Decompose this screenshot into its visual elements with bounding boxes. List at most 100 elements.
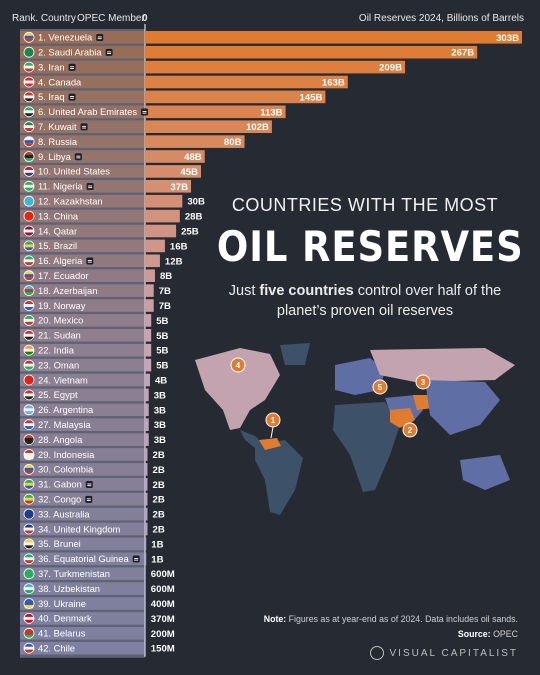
opec-barrel-band: [97, 36, 102, 38]
country-row-bg: [20, 209, 145, 223]
value-label: 1B: [151, 539, 163, 550]
flag-stripe: [24, 602, 34, 605]
value-label: 80B: [224, 137, 242, 148]
value-label: 400M: [151, 599, 175, 610]
flag-stripe: [24, 289, 34, 293]
flag-stripe: [24, 486, 34, 490]
country-label: 37. Turkmenistan: [38, 568, 110, 579]
flag-border: [23, 493, 35, 505]
flag-border: [23, 642, 35, 654]
flag-border: [23, 419, 35, 431]
country-row-bg: [20, 90, 145, 104]
country-row-bg: [20, 329, 145, 342]
title-top: COUNTRIES WITH THE MOST: [231, 195, 499, 215]
country-row-bg: [20, 492, 145, 506]
map-marker-2: 2: [402, 422, 418, 438]
flag-stripe: [24, 352, 34, 356]
value-label: 303B: [496, 33, 519, 44]
svg-text:4: 4: [236, 361, 241, 370]
country-label: 15. Brazil: [38, 240, 77, 251]
flag-stripe: [24, 69, 34, 73]
title-block: COUNTRIES WITH THE MOST OIL RESERVES Jus…: [210, 195, 523, 321]
flag-stripe: [24, 292, 34, 296]
country-label: 19. Norway: [38, 300, 86, 311]
country-row-bg: [20, 224, 145, 238]
country-label: 6. United Arab Emirates: [38, 106, 137, 117]
flag-border: [23, 76, 35, 88]
country-row-bg: [20, 165, 145, 178]
bar-19: [145, 299, 154, 312]
country-row-bg: [20, 537, 145, 551]
flag-border: [23, 165, 35, 177]
bar-26: [145, 403, 149, 417]
opec-barrel-band: [76, 155, 81, 157]
flag-stripe: [24, 274, 34, 278]
country-row-bg: [20, 478, 145, 491]
value-label: 8B: [160, 271, 172, 282]
flag-stripe: [24, 453, 34, 456]
opec-barrel-icon: [141, 108, 149, 116]
flag-stripe: [24, 54, 34, 58]
country-label: 23. Oman: [38, 359, 79, 370]
flag-border: [23, 598, 35, 609]
country-row-bg: [20, 433, 145, 446]
flag-border: [23, 627, 35, 639]
country-row-bg: [20, 403, 145, 417]
country-label: 5. Iraq: [38, 91, 65, 102]
country-label: 26. Argentina: [38, 404, 94, 415]
bar-23: [145, 358, 152, 372]
bar-29: [145, 448, 148, 461]
country-row-bg: [20, 60, 145, 74]
flag-border: [23, 449, 35, 460]
country-row-bg: [20, 597, 145, 610]
opec-barrel-icon: [86, 257, 94, 265]
flag-border: [23, 195, 35, 207]
flag-stripe: [24, 497, 34, 501]
flag-stripe: [24, 471, 34, 475]
country-label: 13. China: [38, 210, 79, 221]
flag-stripe: [24, 259, 34, 263]
opec-barrel-band: [82, 127, 87, 129]
bar-24: [145, 373, 150, 387]
value-label: 5B: [156, 331, 168, 342]
country-label: 17. Ecuador: [38, 270, 89, 281]
flag-border: [23, 389, 35, 401]
value-label: 150M: [151, 644, 175, 655]
bar-27: [145, 418, 149, 431]
value-label: 7B: [159, 286, 171, 297]
bar-42: [145, 641, 146, 655]
flag-stripe: [24, 557, 34, 561]
country-label: 25. Egypt: [38, 389, 78, 400]
country-label: 28. Angola: [38, 434, 83, 445]
flag-stripe: [24, 482, 34, 486]
africa-shape: [333, 402, 400, 492]
value-label: 1B: [151, 554, 163, 565]
country-row-bg: [20, 343, 145, 357]
flag-border: [23, 359, 35, 371]
europe-shape: [335, 358, 385, 395]
value-label: 3B: [154, 420, 166, 431]
value-label: 2B: [152, 450, 164, 461]
country-label: 7. Kuwait: [38, 121, 77, 132]
flag-stripe: [24, 128, 34, 132]
flag-border: [23, 568, 35, 580]
flag-stripe: [24, 169, 34, 173]
flag-stripe: [24, 531, 34, 535]
opec-barrel-band: [70, 66, 75, 68]
flag-border: [23, 61, 35, 73]
country-label: 24. Vietnam: [38, 374, 88, 385]
flag-stripe: [24, 408, 34, 412]
bar-30: [145, 463, 148, 476]
country-row-bg: [20, 194, 145, 208]
country-row-bg: [20, 314, 145, 327]
flag-stripe: [24, 631, 34, 635]
flag-stripe: [24, 527, 34, 531]
rank-country-header: Rank. Country: [12, 13, 76, 24]
flag-border: [23, 478, 35, 490]
opec-barrel-band: [142, 112, 147, 114]
opec-barrel-icon: [85, 495, 93, 503]
value-label: 370M: [151, 614, 175, 625]
bar-32: [145, 492, 148, 506]
country-label: 12. Kazakhstan: [38, 196, 103, 207]
country-row-bg: [20, 388, 145, 402]
